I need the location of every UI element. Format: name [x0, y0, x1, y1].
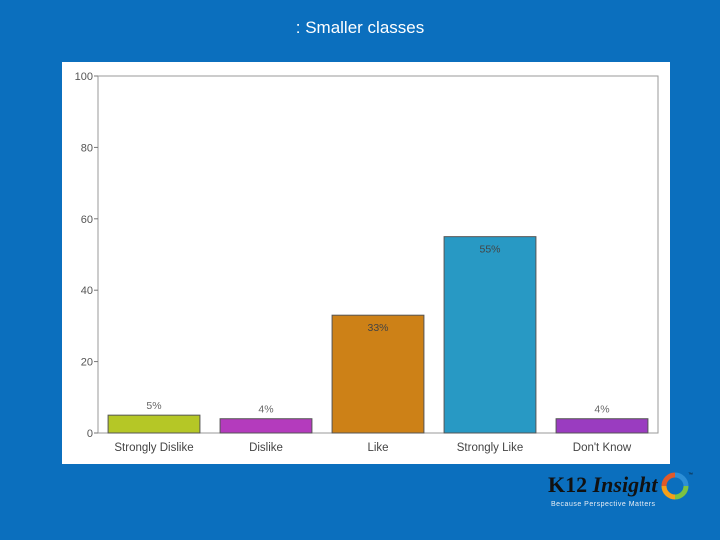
logo-ring-segment	[674, 485, 689, 500]
bar-data-label: 55%	[479, 244, 500, 256]
bar-data-label: 33%	[367, 322, 388, 334]
logo-ring-segment	[661, 472, 676, 487]
bar	[107, 414, 201, 434]
chart-panel: 0 20 40 60 80 100 5% 4% 33% 55% 4% Strongly Disli…	[62, 62, 670, 464]
slide-title: : Smaller classes	[295, 18, 425, 37]
logo-ring-icon: ™	[661, 472, 693, 500]
logo-ring-segment	[661, 485, 676, 500]
logo-name-part2: Insight	[592, 472, 658, 497]
bar	[219, 418, 313, 434]
logo-name-part1: K12	[548, 472, 588, 497]
bars-group	[107, 236, 649, 434]
bar	[331, 314, 425, 434]
k12-insight-logo: K12 Insight ™ Because Perspective Matter…	[548, 468, 698, 518]
bar	[555, 418, 649, 434]
bar-data-label: 4%	[258, 404, 273, 416]
y-tick-label: 0	[87, 428, 93, 440]
y-tick-label: 60	[81, 214, 93, 226]
y-tick-label: 80	[81, 142, 93, 154]
x-category-label: Don't Know	[573, 442, 632, 454]
logo-tagline: Because Perspective Matters	[551, 501, 656, 508]
logo-ring-segment	[674, 472, 689, 487]
bar	[443, 236, 537, 434]
x-category-label: Dislike	[249, 442, 283, 454]
bar-chart: 0 20 40 60 80 100 5% 4% 33% 55% 4% Strongly Disli…	[75, 71, 659, 454]
y-tick-label: 40	[81, 285, 93, 297]
logo-wordmark: K12 Insight	[548, 472, 657, 498]
data-labels-group: 5% 4% 33% 55% 4%	[146, 244, 609, 416]
y-axis: 0 20 40 60 80 100	[75, 71, 98, 440]
bar-data-label: 5%	[146, 400, 161, 412]
y-tick-label: 100	[75, 71, 93, 83]
x-category-label: Like	[367, 442, 388, 454]
bar-data-label: 4%	[594, 404, 609, 416]
trademark-symbol: ™	[688, 472, 693, 478]
x-category-label: Strongly Dislike	[114, 442, 193, 454]
x-category-label: Strongly Like	[457, 442, 523, 454]
x-axis: Strongly Dislike Dislike Like Strongly Like…	[114, 442, 632, 454]
y-tick-label: 20	[81, 357, 93, 369]
